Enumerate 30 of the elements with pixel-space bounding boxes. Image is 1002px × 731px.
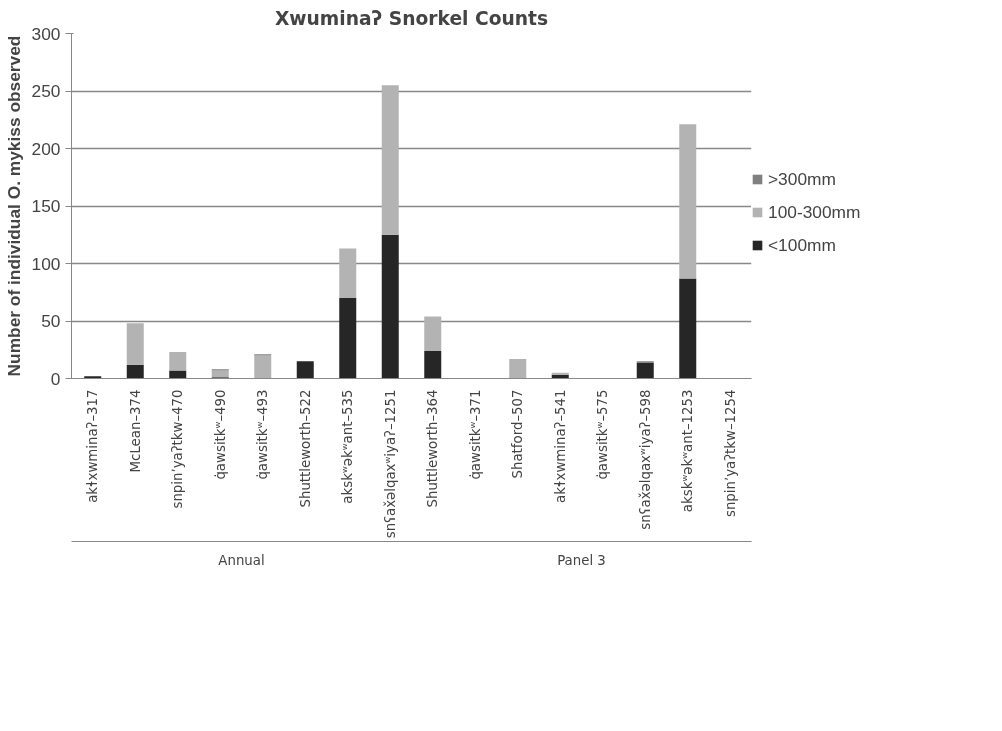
chart-title: Xwuminaʔ Snorkel Counts	[274, 7, 549, 29]
x-tick-label: Shuttleworth–522	[297, 389, 313, 508]
legend-label: 100-300mm	[768, 201, 861, 223]
y-axis-title: Number of individual O. mykiss observed	[3, 35, 24, 377]
x-tick-label: snʕax̌əlqaxʷiyaʔ–598	[637, 389, 653, 530]
x-tick-label: snpinʼyaʔtkw–1254	[722, 389, 738, 518]
y-tick-label: 0	[50, 368, 61, 389]
y-tick-label: 50	[41, 311, 61, 331]
x-tick-label: Shuttleworth–364	[425, 389, 441, 508]
x-tick-label: akɬxwminaʔ–541	[552, 389, 568, 503]
x-tick-label: akskʷəkʷant–1253	[680, 389, 696, 513]
legend-label: >300mm	[768, 168, 837, 190]
x-tick-label: akskʷəkʷant–535	[340, 389, 356, 504]
x-tick-label: q̇awsitkʷ–493	[255, 389, 271, 480]
x-tick-label: Shatford–507	[510, 389, 526, 479]
text: Annual	[218, 552, 265, 568]
x-tick-label: akɬxwminaʔ–317	[85, 389, 101, 503]
x-tick-label: snpinʼyaʔtkw–470	[170, 389, 186, 509]
y-tick-label: 250	[31, 81, 61, 101]
legend-label: <100mm	[768, 234, 837, 256]
y-tick-label: 150	[31, 196, 61, 216]
x-tick-label: q̇awsitkʷ–490	[212, 389, 228, 480]
x-tick-label: McLean–374	[127, 389, 143, 473]
x-tick-label: q̇awsitkʷ–575	[595, 389, 611, 480]
x-tick-label: snʕax̌əlqaxʷiyaʔ–1251	[382, 389, 398, 539]
x-tick-label: q̇awsitkʷ–371	[467, 389, 483, 480]
text: Panel 3	[557, 552, 606, 568]
y-tick-label: 100	[31, 253, 61, 274]
y-tick-label: 200	[31, 138, 61, 159]
y-tick-label: 300	[31, 23, 61, 44]
